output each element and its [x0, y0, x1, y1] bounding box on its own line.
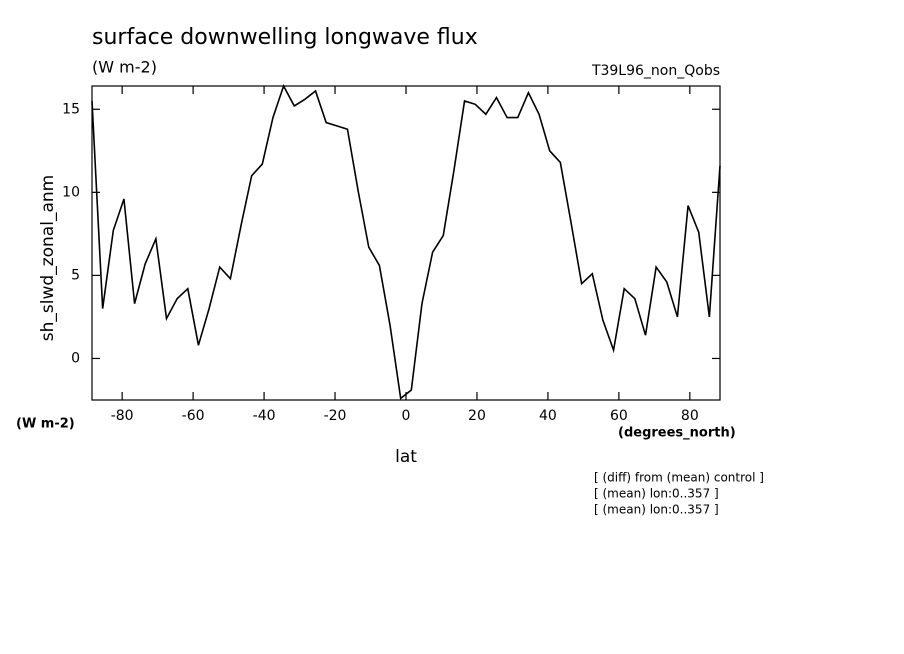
units: (W m-2) — [92, 58, 157, 77]
y-tick-label: 15 — [62, 101, 80, 117]
x-tick-label: -40 — [253, 408, 276, 424]
note: [ (diff) from (mean) control ] — [594, 471, 764, 485]
y-units: (W m-2) — [16, 417, 75, 432]
x-tick-label: -20 — [324, 408, 347, 424]
chart-title: surface downwelling longwave flux — [92, 25, 478, 50]
x-tick-label: -80 — [111, 408, 134, 424]
x-tick-label: 0 — [402, 408, 411, 424]
x-tick-label: 60 — [610, 408, 628, 424]
y-tick-label: 10 — [62, 184, 80, 200]
y-tick-label: 0 — [71, 350, 80, 366]
x-tick-label: 80 — [681, 408, 699, 424]
note: [ (mean) lon:0..357 ] — [594, 487, 719, 501]
note: [ (mean) lon:0..357 ] — [594, 503, 719, 517]
y-tick-label: 5 — [71, 267, 80, 283]
y-axis-label: sh_slwd_zonal_anm — [38, 175, 58, 341]
x-units: (degrees_north) — [618, 426, 736, 441]
x-tick-label: 40 — [539, 408, 557, 424]
run-label: T39L96_non_Qobs — [591, 63, 720, 79]
x-axis-label: lat — [395, 447, 417, 467]
x-tick-label: -60 — [182, 408, 205, 424]
x-tick-label: 20 — [468, 408, 486, 424]
data-line — [91, 83, 721, 400]
